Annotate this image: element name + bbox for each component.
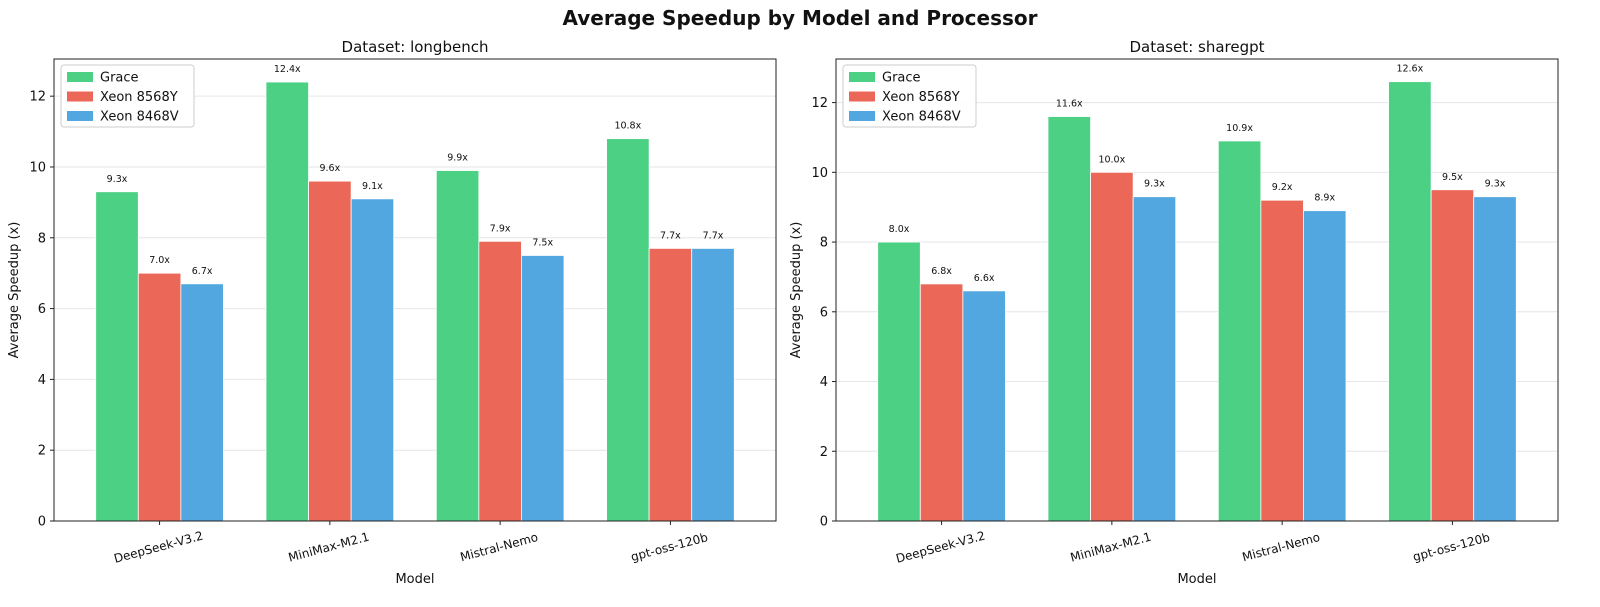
bar-value-label: 9.3x <box>1144 179 1165 190</box>
bar <box>1090 171 1134 522</box>
legend-swatch <box>67 91 93 102</box>
legend-label: Xeon 8568Y <box>882 90 960 105</box>
bar-value-label: 9.5x <box>1442 172 1463 183</box>
y-tick-label: 10 <box>29 160 46 175</box>
bar-value-label: 6.7x <box>192 266 213 277</box>
bar <box>1430 189 1475 522</box>
bar <box>435 170 480 522</box>
bar <box>180 283 224 522</box>
bar-value-label: 8.9x <box>1314 193 1335 204</box>
bar <box>1388 81 1432 522</box>
bar-value-label: 7.5x <box>532 237 553 248</box>
legend-label: Xeon 8568Y <box>100 90 178 105</box>
bar-value-label: 7.7x <box>660 230 681 241</box>
bar <box>606 138 650 522</box>
bar-value-label: 10.0x <box>1098 154 1125 165</box>
y-tick-label: 8 <box>820 236 828 251</box>
legend-box <box>60 64 195 128</box>
x-tick-label: MiniMax-M2.1 <box>1069 530 1153 565</box>
legend-swatch <box>849 91 875 102</box>
legend-label: Xeon 8468V <box>100 110 179 125</box>
bar <box>962 290 1006 522</box>
x-tick-label: DeepSeek-V3.2 <box>112 528 204 565</box>
bar <box>521 255 565 522</box>
bar <box>137 272 182 522</box>
legend-box <box>842 64 977 128</box>
bar-value-label: 7.0x <box>149 255 170 266</box>
bar-value-label: 9.9x <box>447 153 468 164</box>
bar <box>265 81 309 522</box>
chart-title: Dataset: sharegpt <box>1129 38 1264 56</box>
bar <box>350 198 395 522</box>
y-tick-label: 10 <box>811 166 828 181</box>
y-tick-label: 4 <box>820 375 828 390</box>
figure-title: Average Speedup by Model and Processor <box>562 6 1038 30</box>
legend-label: Xeon 8468V <box>882 110 961 125</box>
y-tick-label: 12 <box>29 90 46 105</box>
bar-value-label: 11.6x <box>1056 99 1083 110</box>
axes-frame <box>835 58 1559 522</box>
bar-value-label: 6.8x <box>931 266 952 277</box>
bar <box>1303 210 1347 522</box>
bar <box>308 180 352 522</box>
bar <box>1473 196 1517 522</box>
bar-value-label: 9.2x <box>1272 182 1293 193</box>
bar-value-label: 8.0x <box>889 224 910 235</box>
chart-panel-longbench: 9.3x 12.4x 9.9x 10.8x 7.0x 9.6x 7.9x 7.7x 6.7x 9.… <box>7 38 777 587</box>
bar-value-label: 9.1x <box>362 181 383 192</box>
bar-value-label: 12.4x <box>274 64 301 75</box>
bar <box>919 283 964 522</box>
bar-value-label: 9.6x <box>319 163 340 174</box>
legend: Grace Xeon 8568Y Xeon 8468V <box>60 64 195 128</box>
bar <box>1217 140 1262 522</box>
bar <box>478 240 522 522</box>
y-tick-label: 0 <box>820 515 828 530</box>
bar <box>648 248 693 522</box>
y-tick-label: 4 <box>38 373 46 388</box>
y-tick-label: 12 <box>811 96 828 111</box>
legend-swatch <box>67 111 93 121</box>
axes-frame <box>53 58 777 522</box>
bar <box>1260 199 1304 522</box>
x-tick-label: MiniMax-M2.1 <box>287 530 371 565</box>
bar <box>1132 196 1177 522</box>
y-tick-label: 0 <box>38 515 46 530</box>
x-tick-label: gpt-oss-120b <box>629 530 709 564</box>
x-tick-label: Mistral-Nemo <box>1241 530 1322 564</box>
y-tick-label: 2 <box>38 444 46 459</box>
bar-value-label: 6.6x <box>974 273 995 284</box>
legend-swatch <box>67 72 93 82</box>
x-tick-label: Mistral-Nemo <box>459 530 540 564</box>
y-tick-label: 8 <box>38 231 46 246</box>
legend-label: Grace <box>882 71 921 86</box>
legend-swatch <box>849 72 875 82</box>
y-tick-label: 6 <box>38 302 46 317</box>
bar-value-label: 10.9x <box>1226 123 1253 134</box>
y-axis-label: Average Speedup (x) <box>7 222 22 359</box>
bar-value-label: 7.7x <box>703 230 724 241</box>
x-tick-label: gpt-oss-120b <box>1411 530 1491 564</box>
legend-swatch <box>849 111 875 121</box>
x-axis-label: Model <box>1177 572 1216 587</box>
legend: Grace Xeon 8568Y Xeon 8468V <box>842 64 977 128</box>
bar-value-label: 9.3x <box>107 174 128 185</box>
bar <box>1047 116 1091 522</box>
chart-panel-sharegpt: 8.0x 11.6x 10.9x 12.6x 6.8x 10.0x 9.2x 9.5x 6.6x… <box>789 38 1559 587</box>
chart-title: Dataset: longbench <box>342 38 489 56</box>
bar-value-label: 10.8x <box>614 121 641 132</box>
y-tick-label: 2 <box>820 445 828 460</box>
x-axis-label: Model <box>395 572 434 587</box>
bar <box>877 241 921 522</box>
y-tick-label: 6 <box>820 305 828 320</box>
bar <box>95 191 139 522</box>
y-axis-label: Average Speedup (x) <box>789 222 804 359</box>
x-tick-label: DeepSeek-V3.2 <box>894 528 986 565</box>
bar <box>691 248 735 522</box>
bar-value-label: 7.9x <box>490 223 511 234</box>
legend-label: Grace <box>100 71 139 86</box>
bar-value-label: 9.3x <box>1485 179 1506 190</box>
bar-value-label: 12.6x <box>1396 64 1423 75</box>
